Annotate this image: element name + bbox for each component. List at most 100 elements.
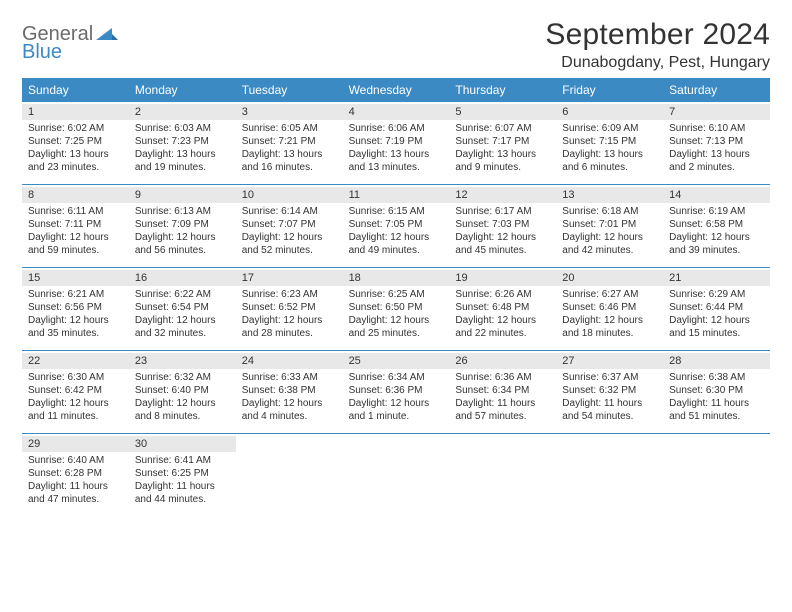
day-cell: 16Sunrise: 6:22 AMSunset: 6:54 PMDayligh… (129, 268, 236, 350)
sunrise-line: Sunrise: 6:15 AM (349, 205, 444, 218)
daylight-line: Daylight: 11 hours and 51 minutes. (669, 397, 764, 423)
day-cell: 11Sunrise: 6:15 AMSunset: 7:05 PMDayligh… (343, 185, 450, 267)
daylight-line: Daylight: 12 hours and 59 minutes. (28, 231, 123, 257)
day-cell: 22Sunrise: 6:30 AMSunset: 6:42 PMDayligh… (22, 351, 129, 433)
day-number-bar: 1 (22, 104, 129, 120)
sunset-line: Sunset: 7:07 PM (242, 218, 337, 231)
daylight-line: Daylight: 12 hours and 8 minutes. (135, 397, 230, 423)
day-number-bar: 19 (449, 270, 556, 286)
daylight-line: Daylight: 12 hours and 52 minutes. (242, 231, 337, 257)
day-cell: 27Sunrise: 6:37 AMSunset: 6:32 PMDayligh… (556, 351, 663, 433)
day-number-bar: 27 (556, 353, 663, 369)
daylight-line: Daylight: 13 hours and 6 minutes. (562, 148, 657, 174)
sunset-line: Sunset: 6:50 PM (349, 301, 444, 314)
day-number: 1 (28, 106, 123, 118)
sunrise-line: Sunrise: 6:37 AM (562, 371, 657, 384)
calendar: SundayMondayTuesdayWednesdayThursdayFrid… (22, 78, 770, 516)
sunset-line: Sunset: 6:40 PM (135, 384, 230, 397)
weekday-header: Thursday (449, 78, 556, 102)
day-number: 29 (28, 438, 123, 450)
day-cell: 10Sunrise: 6:14 AMSunset: 7:07 PMDayligh… (236, 185, 343, 267)
day-number: 24 (242, 355, 337, 367)
daylight-line: Daylight: 12 hours and 45 minutes. (455, 231, 550, 257)
sunrise-line: Sunrise: 6:34 AM (349, 371, 444, 384)
day-number-bar: 14 (663, 187, 770, 203)
month-title: September 2024 (545, 18, 770, 52)
day-number-bar: 24 (236, 353, 343, 369)
sunrise-line: Sunrise: 6:18 AM (562, 205, 657, 218)
day-cell: 28 Sunrise: 6:38 AMSunset: 6:30 PMDayligh… (663, 351, 770, 433)
day-cell: 14Sunrise: 6:19 AMSunset: 6:58 PMDayligh… (663, 185, 770, 267)
day-number-bar: 28 (663, 353, 770, 369)
day-cell: 3Sunrise: 6:05 AMSunset: 7:21 PMDaylight… (236, 102, 343, 184)
day-cell (449, 434, 556, 516)
day-cell: 2Sunrise: 6:03 AMSunset: 7:23 PMDaylight… (129, 102, 236, 184)
day-number: 20 (562, 272, 657, 284)
day-number-bar: 2 (129, 104, 236, 120)
sunset-line: Sunset: 7:17 PM (455, 135, 550, 148)
daylight-line: Daylight: 12 hours and 28 minutes. (242, 314, 337, 340)
logo-mark-icon (96, 24, 118, 51)
sunset-line: Sunset: 7:21 PM (242, 135, 337, 148)
week-row: 15Sunrise: 6:21 AMSunset: 6:56 PMDayligh… (22, 268, 770, 351)
day-number-bar: 10 (236, 187, 343, 203)
sunset-line: Sunset: 7:11 PM (28, 218, 123, 231)
sunrise-line: Sunrise: 6:29 AM (669, 288, 764, 301)
day-number-bar: 8 (22, 187, 129, 203)
day-number: 6 (562, 106, 657, 118)
day-number: 21 (669, 272, 764, 284)
day-number-bar: 7 (663, 104, 770, 120)
week-row: 29Sunrise: 6:40 AMSunset: 6:28 PMDayligh… (22, 434, 770, 516)
sunset-line: Sunset: 6:28 PM (28, 467, 123, 480)
day-number-bar: 16 (129, 270, 236, 286)
weeks-container: 1Sunrise: 6:02 AMSunset: 7:25 PMDaylight… (22, 102, 770, 516)
sunrise-line: Sunrise: 6:06 AM (349, 122, 444, 135)
day-number-bar: 12 (449, 187, 556, 203)
sunrise-line: Sunrise: 6:36 AM (455, 371, 550, 384)
sunrise-line: Sunrise: 6:02 AM (28, 122, 123, 135)
day-number-bar: 9 (129, 187, 236, 203)
day-number: 7 (669, 106, 764, 118)
day-number: 8 (28, 189, 123, 201)
day-number-bar: 29 (22, 436, 129, 452)
daylight-line: Daylight: 12 hours and 42 minutes. (562, 231, 657, 257)
daylight-line: Daylight: 12 hours and 22 minutes. (455, 314, 550, 340)
day-cell: 6Sunrise: 6:09 AMSunset: 7:15 PMDaylight… (556, 102, 663, 184)
day-number-bar: 11 (343, 187, 450, 203)
day-cell: 18Sunrise: 6:25 AMSunset: 6:50 PMDayligh… (343, 268, 450, 350)
day-cell: 5Sunrise: 6:07 AMSunset: 7:17 PMDaylight… (449, 102, 556, 184)
week-row: 22Sunrise: 6:30 AMSunset: 6:42 PMDayligh… (22, 351, 770, 434)
day-number: 22 (28, 355, 123, 367)
day-number: 15 (28, 272, 123, 284)
day-cell (556, 434, 663, 516)
day-number: 9 (135, 189, 230, 201)
day-number-bar: 18 (343, 270, 450, 286)
daylight-line: Daylight: 12 hours and 35 minutes. (28, 314, 123, 340)
weekday-header-row: SundayMondayTuesdayWednesdayThursdayFrid… (22, 78, 770, 102)
title-block: September 2024 Dunabogdany, Pest, Hungar… (545, 18, 770, 72)
day-number-bar: 6 (556, 104, 663, 120)
sunset-line: Sunset: 6:30 PM (669, 384, 764, 397)
day-number-bar: 15 (22, 270, 129, 286)
sunrise-line: Sunrise: 6:30 AM (28, 371, 123, 384)
sunset-line: Sunset: 7:23 PM (135, 135, 230, 148)
sunrise-line: Sunrise: 6:07 AM (455, 122, 550, 135)
daylight-line: Daylight: 13 hours and 2 minutes. (669, 148, 764, 174)
sunrise-line: Sunrise: 6:03 AM (135, 122, 230, 135)
day-number-bar: 22 (22, 353, 129, 369)
day-cell (343, 434, 450, 516)
day-number: 10 (242, 189, 337, 201)
sunrise-line: Sunrise: 6:38 AM (669, 371, 764, 384)
sunset-line: Sunset: 7:13 PM (669, 135, 764, 148)
daylight-line: Daylight: 11 hours and 57 minutes. (455, 397, 550, 423)
day-number: 3 (242, 106, 337, 118)
day-cell: 23Sunrise: 6:32 AMSunset: 6:40 PMDayligh… (129, 351, 236, 433)
day-number: 2 (135, 106, 230, 118)
sunrise-line: Sunrise: 6:21 AM (28, 288, 123, 301)
sunrise-line: Sunrise: 6:22 AM (135, 288, 230, 301)
sunrise-line: Sunrise: 6:23 AM (242, 288, 337, 301)
day-cell: 8Sunrise: 6:11 AMSunset: 7:11 PMDaylight… (22, 185, 129, 267)
day-number-bar: 30 (129, 436, 236, 452)
day-number-bar: 20 (556, 270, 663, 286)
sunset-line: Sunset: 6:36 PM (349, 384, 444, 397)
